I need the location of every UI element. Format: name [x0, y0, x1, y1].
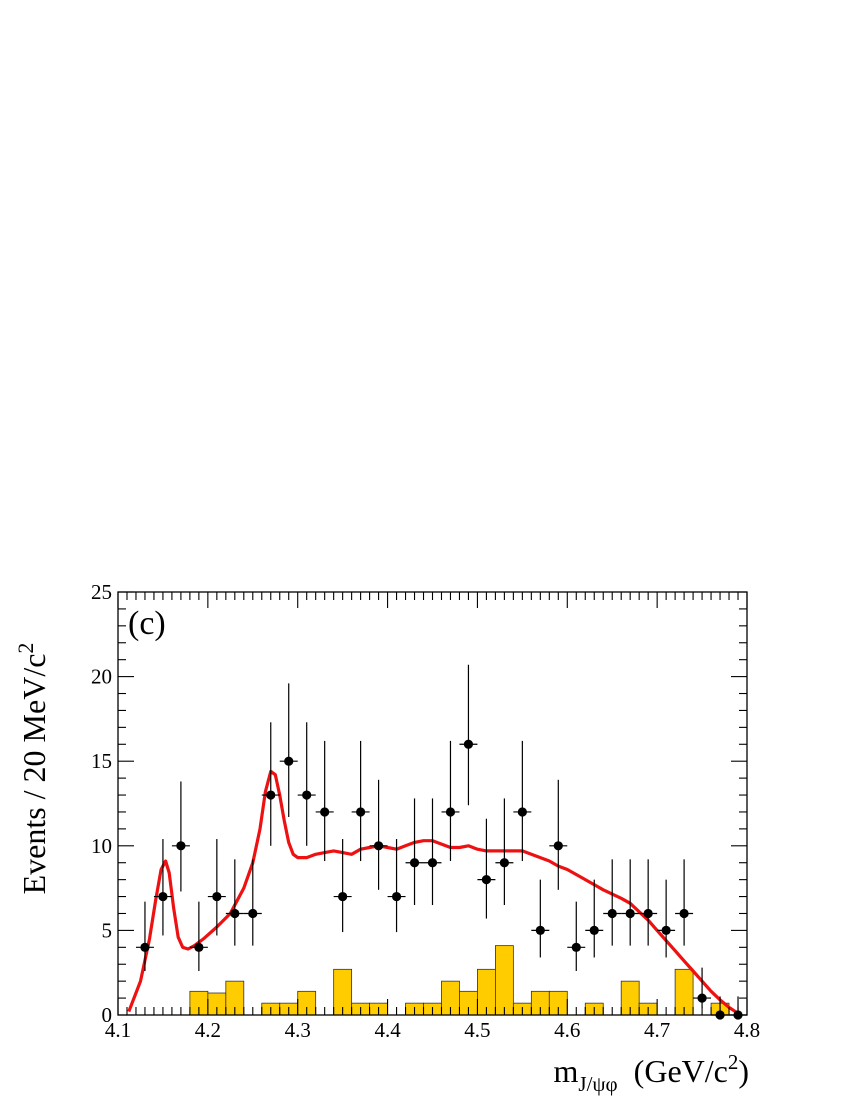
data-point-marker-7: [266, 790, 276, 800]
data-point-1: [153, 839, 172, 936]
data-point-13: [369, 779, 388, 890]
background-bin-14: [494, 945, 514, 1016]
y-tick-label-2: 10: [91, 834, 112, 858]
data-point-marker-27: [625, 908, 635, 919]
data-point-8: [279, 683, 298, 818]
panel-label: (c): [128, 605, 166, 642]
data-point-marker-21: [517, 807, 527, 817]
data-point-marker-11: [338, 891, 348, 902]
y-axis-title-text: Events / 20 MeV/c: [16, 654, 52, 895]
data-point-3: [189, 901, 208, 972]
data-point-marker-2: [176, 841, 186, 851]
data-point-7: [261, 722, 280, 846]
data-point-marker-20: [499, 858, 509, 868]
data-point-15: [405, 798, 424, 906]
data-points: [135, 664, 747, 1020]
x-axis-title-unit-sup: 2: [728, 1050, 739, 1074]
data-point-marker-13: [373, 841, 384, 851]
data-point-marker-15: [409, 858, 420, 868]
axis-ticks: [117, 591, 748, 1016]
x-axis-title-subscript: J/ψφ: [578, 1072, 617, 1096]
data-point-16: [423, 798, 442, 906]
data-point-29: [657, 879, 676, 958]
data-point-11: [333, 839, 352, 933]
data-point-31: [693, 967, 712, 1009]
data-point-marker-0: [140, 942, 150, 952]
data-point-24: [567, 901, 586, 972]
data-point-marker-26: [607, 908, 617, 919]
x-axis-title-unit: (GeV/c: [634, 1053, 728, 1089]
x-tick-label-6: 4.7: [644, 1018, 670, 1042]
data-point-25: [585, 879, 604, 958]
x-tick-label-3: 4.4: [374, 1018, 401, 1042]
data-point-marker-19: [481, 875, 492, 885]
x-tick-label-4: 4.5: [464, 1018, 490, 1042]
data-point-21: [513, 740, 532, 862]
x-axis-title: mJ/ψφ (GeV/c2): [554, 1050, 750, 1096]
data-point-marker-4: [212, 891, 222, 902]
data-point-marker-17: [445, 807, 456, 817]
y-tick-label-3: 15: [91, 749, 112, 773]
fit-curve: [127, 769, 739, 1015]
data-point-27: [621, 859, 640, 946]
data-point-26: [603, 859, 622, 946]
data-point-marker-14: [391, 891, 402, 902]
data-point-marker-18: [463, 739, 474, 749]
data-point-20: [495, 798, 514, 906]
y-axis-title-sup: 2: [13, 643, 38, 654]
axis-tick-labels: 4.1 4.2 4.3 4.4 4.5 4.6 4.7 4.8 0 5 10 15 20 25: [91, 580, 760, 1042]
data-point-12: [351, 740, 370, 862]
data-point-5: [225, 859, 244, 946]
data-point-marker-29: [661, 925, 671, 936]
data-point-marker-31: [697, 993, 707, 1003]
y-tick-label-5: 25: [91, 580, 112, 604]
data-point-23: [549, 779, 568, 890]
background-histogram: [189, 945, 730, 1016]
data-point-9: [297, 722, 316, 846]
data-point-10: [315, 740, 334, 862]
fit-curve-layer: [127, 769, 739, 1015]
data-point-marker-1: [158, 891, 168, 902]
data-point-14: [387, 839, 406, 933]
data-point-marker-3: [194, 942, 204, 952]
data-point-22: [531, 879, 550, 958]
data-point-marker-10: [320, 807, 330, 817]
data-point-marker-5: [230, 908, 240, 919]
data-point-marker-25: [589, 925, 599, 936]
data-point-4: [207, 839, 226, 936]
x-axis-title-unit-close: ): [738, 1053, 749, 1089]
x-tick-label-1: 4.2: [195, 1018, 221, 1042]
data-point-2: [171, 781, 190, 892]
data-point-0: [135, 901, 154, 972]
data-point-marker-30: [679, 908, 689, 919]
data-point-30: [675, 859, 694, 946]
data-point-marker-28: [643, 908, 653, 919]
data-point-19: [477, 818, 496, 919]
data-point-marker-8: [284, 756, 294, 766]
data-point-marker-6: [248, 908, 258, 919]
data-point-6: [243, 859, 262, 946]
data-point-marker-9: [302, 790, 312, 800]
y-tick-label-0: 0: [102, 1003, 113, 1027]
y-tick-label-1: 5: [102, 918, 113, 942]
data-point-marker-12: [356, 807, 366, 817]
data-point-28: [639, 859, 658, 946]
y-tick-label-4: 20: [91, 665, 112, 689]
x-tick-label-7: 4.8: [734, 1018, 760, 1042]
x-tick-label-0: 4.1: [105, 1018, 131, 1042]
y-axis-title: Events / 20 MeV/c2: [13, 643, 52, 895]
data-point-marker-16: [427, 858, 438, 868]
data-point-17: [441, 740, 460, 862]
data-point-marker-22: [535, 925, 545, 936]
data-point-18: [459, 664, 478, 806]
x-tick-label-2: 4.3: [285, 1018, 311, 1042]
data-point-marker-24: [571, 942, 581, 952]
x-axis-title-symbol: m: [554, 1053, 579, 1089]
x-tick-label-5: 4.6: [554, 1018, 580, 1042]
data-point-marker-23: [553, 841, 563, 851]
